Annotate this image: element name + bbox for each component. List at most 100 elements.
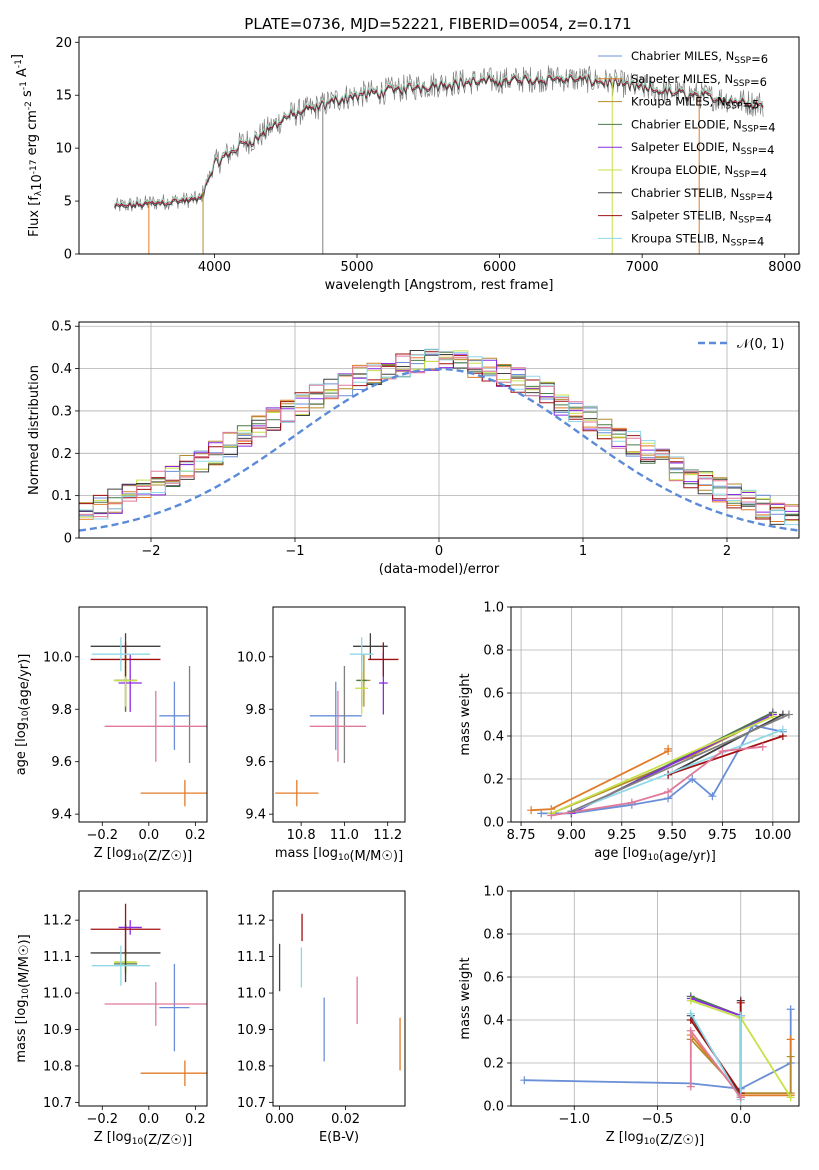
x-tick-label: 0 bbox=[435, 544, 443, 559]
mass-weight-line bbox=[541, 724, 784, 815]
x-tick-label: 0.00 bbox=[265, 1112, 294, 1127]
y-tick-label: 11.0 bbox=[43, 987, 72, 1002]
axes-frame bbox=[272, 890, 406, 1107]
y-tick-label: 0.3 bbox=[51, 404, 72, 419]
plus-marker bbox=[686, 996, 695, 1005]
x-tick-label: 6000 bbox=[483, 260, 516, 275]
z-weight-axes: −1.0 −0.5 0.0 0.0 0.2 0.4 0.6 0.8 1.0 Z [log10(Z/… bbox=[458, 885, 800, 1148]
mass-weight-line bbox=[667, 713, 784, 776]
x-tick-label: 10.00 bbox=[754, 828, 791, 843]
y-axis-label: Normed distribution bbox=[27, 365, 42, 495]
y-tick-label: 10.8 bbox=[43, 1059, 72, 1074]
legend-label: Kroupa STELIB, NSSP=4 bbox=[631, 231, 764, 248]
plot-area bbox=[79, 348, 799, 532]
x-tick-label: 5000 bbox=[340, 260, 373, 275]
plus-marker bbox=[758, 742, 767, 751]
plus-marker bbox=[708, 792, 717, 801]
y-tick-label: 9.8 bbox=[245, 703, 266, 718]
y-tick-label: 0 bbox=[64, 532, 72, 547]
axes-frame bbox=[78, 36, 800, 255]
x-axis-label: mass [log10(M/M☉)] bbox=[275, 846, 403, 864]
model-spectrum bbox=[114, 72, 764, 208]
legend-label: 𝒩(0, 1) bbox=[737, 337, 784, 352]
plot-area bbox=[114, 65, 764, 254]
y-tick-label: 0.0 bbox=[483, 1100, 504, 1115]
x-tick-label: −2 bbox=[141, 544, 160, 559]
normal-curve bbox=[79, 367, 799, 532]
y-tick-label: 0.0 bbox=[483, 816, 504, 831]
plus-marker bbox=[718, 747, 727, 756]
residual-histogram bbox=[79, 351, 799, 528]
y-tick-label: 10.8 bbox=[237, 1059, 266, 1074]
mass-weight-line bbox=[690, 1038, 792, 1094]
x-tick-label: 11.2 bbox=[373, 828, 402, 843]
legend-label: Chabrier MILES, NSSP=6 bbox=[631, 49, 768, 66]
plus-marker bbox=[786, 1035, 795, 1044]
y-tick-label: 0.2 bbox=[483, 773, 504, 788]
age-weight-axes: 8.75 9.00 9.25 9.50 9.75 10.00 0.0 0.2 0.4 0.6 0.8… bbox=[458, 601, 800, 864]
y-tick-label: 10.9 bbox=[43, 1023, 72, 1038]
mass-weight-line bbox=[571, 728, 784, 813]
x-tick-label: 0.02 bbox=[331, 1112, 360, 1127]
y-axis-label: mass [log10(M/M☉)] bbox=[14, 934, 32, 1062]
legend-label: Kroupa ELODIE, NSSP=4 bbox=[631, 163, 767, 180]
y-tick-label: 0.1 bbox=[51, 489, 72, 504]
y-tick-label: 20 bbox=[55, 36, 72, 51]
x-tick-label: 8000 bbox=[768, 260, 801, 275]
x-axis-label: Z [log10(Z/Z☉)] bbox=[606, 1130, 704, 1148]
y-tick-label: 0.4 bbox=[483, 730, 504, 745]
y-tick-label: 11.1 bbox=[237, 950, 266, 965]
y-tick-label: 1.0 bbox=[483, 601, 504, 616]
y-tick-label: 0.2 bbox=[51, 447, 72, 462]
x-axis-label: Z [log10(Z/Z☉)] bbox=[94, 846, 192, 864]
y-tick-label: 0.6 bbox=[483, 687, 504, 702]
x-tick-label: 10.8 bbox=[287, 828, 316, 843]
x-tick-label: 0.2 bbox=[185, 828, 206, 843]
y-tick-label: 5 bbox=[64, 195, 72, 210]
plus-marker bbox=[786, 1093, 795, 1102]
plus-marker bbox=[784, 710, 793, 719]
plus-marker bbox=[537, 809, 546, 818]
y-tick-label: 0 bbox=[64, 248, 72, 263]
plus-marker bbox=[786, 1052, 795, 1061]
model-spectrum bbox=[114, 73, 764, 209]
mass-age-axes: 10.8 11.0 11.2 9.4 9.6 9.8 10.0 mass [log10(M/M… bbox=[237, 606, 406, 864]
y-tick-label: 10.9 bbox=[237, 1023, 266, 1038]
plus-marker bbox=[627, 798, 636, 807]
axes-frame bbox=[78, 890, 208, 1107]
mass-weight-line bbox=[571, 713, 790, 813]
legend-label: Chabrier STELIB, NSSP=4 bbox=[631, 186, 773, 203]
y-axis-label: Flux [fλ10-17 erg cm-2 s-1 A-1] bbox=[10, 54, 45, 237]
x-tick-label: −0.5 bbox=[642, 1112, 674, 1127]
y-tick-label: 9.8 bbox=[51, 703, 72, 718]
mass-weight-line bbox=[690, 997, 741, 1017]
residual-histogram bbox=[79, 350, 799, 531]
x-tick-label: 1 bbox=[579, 544, 587, 559]
residual-histogram bbox=[79, 350, 799, 531]
plot-area bbox=[275, 633, 399, 807]
axes-frame bbox=[510, 890, 800, 1107]
legend-label: Salpeter ELODIE, NSSP=4 bbox=[631, 140, 774, 157]
plus-marker bbox=[567, 807, 576, 816]
y-tick-label: 10.7 bbox=[43, 1096, 72, 1111]
x-tick-label: 9.75 bbox=[708, 828, 737, 843]
ebv-mass-axes: 0.00 0.02 10.7 10.8 10.9 11.0 11.1 11.2 E(B-V) bbox=[237, 890, 406, 1145]
plot-area bbox=[520, 992, 795, 1104]
legend-label: Kroupa MILES, NSSP=5 bbox=[631, 95, 759, 112]
legend-label: Salpeter STELIB, NSSP=4 bbox=[631, 209, 772, 226]
residual-histogram bbox=[79, 354, 799, 523]
plus-marker bbox=[736, 1093, 745, 1102]
plus-marker bbox=[786, 1005, 795, 1014]
x-tick-label: 2 bbox=[723, 544, 731, 559]
plus-marker bbox=[736, 1011, 745, 1020]
x-tick-label: −1 bbox=[285, 544, 304, 559]
y-tick-label: 0.6 bbox=[483, 971, 504, 986]
plus-marker bbox=[778, 725, 787, 734]
plus-marker bbox=[686, 1082, 695, 1091]
plus-marker bbox=[686, 1026, 695, 1035]
y-tick-label: 9.6 bbox=[51, 755, 72, 770]
y-tick-label: 10.7 bbox=[237, 1096, 266, 1111]
mass-weight-line bbox=[689, 1028, 742, 1098]
x-tick-label: 0.0 bbox=[138, 1112, 159, 1127]
